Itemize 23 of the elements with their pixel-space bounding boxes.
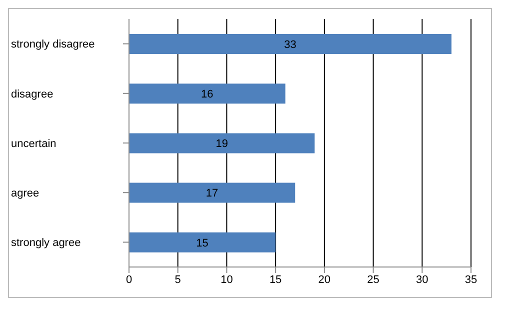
x-tick-label: 30 [416, 274, 428, 286]
x-tick-label: 15 [269, 274, 282, 286]
bar [129, 84, 286, 104]
bar [129, 133, 315, 154]
y-tick-label: uncertain [11, 138, 56, 150]
y-tick-label: strongly agree [11, 237, 81, 250]
bar [129, 34, 452, 54]
x-tick-label: 35 [464, 274, 478, 286]
data-label: 17 [206, 188, 218, 200]
x-tick-label: 5 [174, 274, 181, 286]
x-tick-label: 0 [126, 274, 132, 286]
data-label: 16 [201, 88, 214, 101]
data-label: 15 [196, 237, 208, 250]
x-tick-label: 20 [318, 274, 331, 286]
x-tick-label: 10 [220, 274, 233, 286]
y-tick-label: agree [11, 188, 40, 200]
data-label: 19 [216, 138, 228, 150]
y-tick-label: disagree [11, 88, 54, 100]
bar [129, 182, 296, 203]
bar [129, 232, 276, 252]
y-tick-label: strongly disagree [11, 38, 95, 51]
data-label: 33 [284, 38, 296, 51]
x-tick-label: 25 [367, 274, 380, 286]
